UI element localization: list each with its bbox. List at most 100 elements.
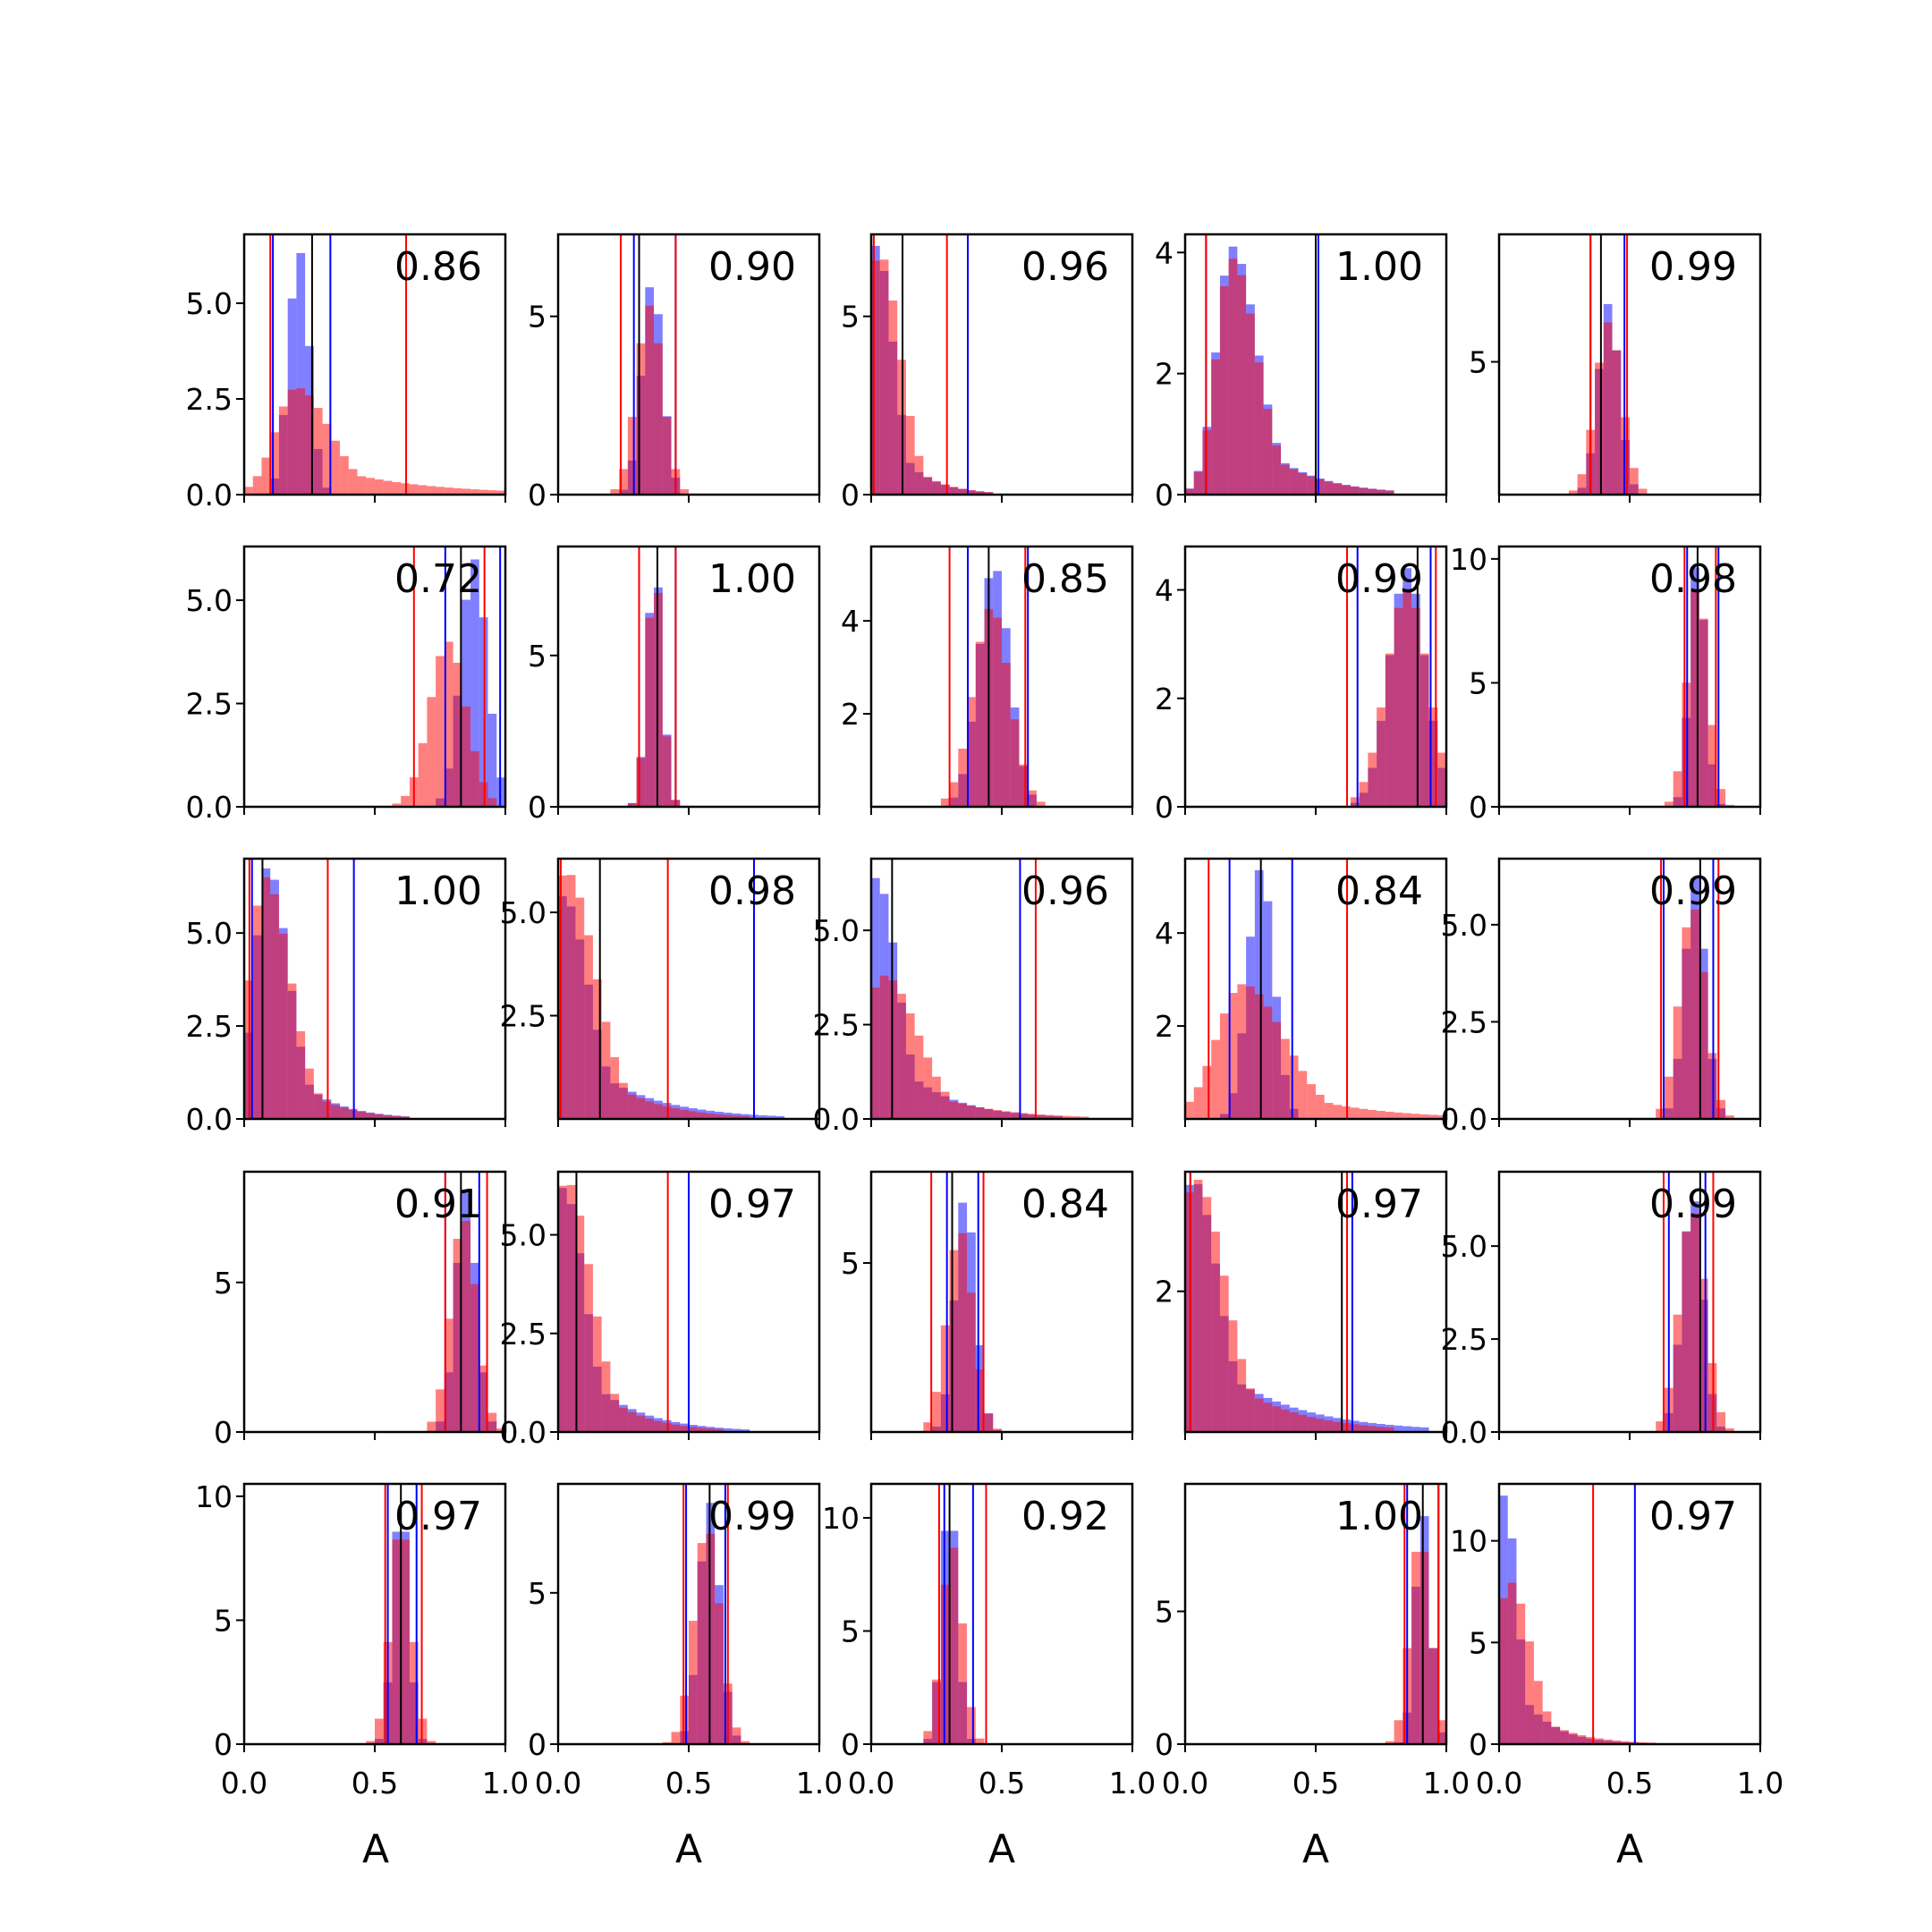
- red-bar: [1350, 797, 1360, 807]
- x-axis-label-col-2: A: [675, 1826, 702, 1872]
- y-tick-label: 10: [1450, 1524, 1487, 1559]
- blue-bar: [1419, 1427, 1429, 1432]
- red-bar: [1316, 1419, 1325, 1432]
- x-tick-label: 0.0: [848, 1766, 894, 1801]
- red-bar: [1333, 483, 1343, 495]
- red-bar: [993, 617, 1002, 807]
- panel-value-label: 0.91: [394, 1182, 482, 1227]
- red-bar: [1690, 590, 1699, 807]
- y-tick-label: 5: [1469, 1625, 1487, 1660]
- y-tick-label: 0: [1155, 1727, 1174, 1762]
- red-bar: [645, 305, 655, 495]
- red-bar: [905, 416, 915, 495]
- red-bar: [1377, 707, 1385, 807]
- panel-value-label: 0.85: [1021, 556, 1109, 602]
- red-bar: [984, 1413, 994, 1432]
- red-bar: [619, 469, 628, 495]
- red-bar: [680, 1109, 689, 1119]
- red-bar: [584, 1264, 593, 1432]
- red-bar: [1638, 488, 1648, 495]
- red-bar: [1080, 1116, 1089, 1119]
- red-bar: [601, 1021, 611, 1119]
- red-bar: [1237, 1359, 1247, 1432]
- red-bar: [1272, 1021, 1282, 1119]
- x-tick-label: 1.0: [796, 1766, 843, 1801]
- blue-bar: [1411, 1427, 1420, 1432]
- red-bar: [392, 1539, 402, 1744]
- red-bar: [1507, 1582, 1517, 1744]
- y-tick-label: 2.5: [186, 687, 233, 722]
- red-bar: [975, 641, 985, 807]
- red-bar: [340, 1107, 349, 1119]
- red-bar: [436, 1389, 445, 1432]
- red-bar: [1673, 771, 1682, 807]
- red-bar: [1716, 789, 1726, 807]
- red-bar: [287, 983, 297, 1119]
- red-bar: [1612, 350, 1622, 495]
- red-bar: [558, 1185, 567, 1432]
- red-bar: [1028, 790, 1037, 807]
- red-bar: [1725, 1115, 1734, 1119]
- panel-3-1: 0.0 2.5 5.0 1.00: [186, 857, 507, 1137]
- red-bar: [975, 1107, 985, 1119]
- y-tick-label: 0.0: [1441, 1102, 1487, 1137]
- red-bar: [958, 1104, 968, 1119]
- panel-1-5: 50.99: [1469, 233, 1762, 503]
- x-tick-label: 0.0: [1476, 1766, 1522, 1801]
- y-tick-label: 5.0: [1441, 1229, 1487, 1264]
- blue-bar: [487, 713, 497, 807]
- red-bar: [923, 1422, 933, 1432]
- red-bar: [1272, 445, 1282, 495]
- x-tick-label: 0.5: [979, 1766, 1025, 1801]
- red-bar: [470, 750, 479, 807]
- y-tick-label: 5.0: [813, 913, 860, 948]
- red-bar: [305, 394, 314, 495]
- red-bar: [1333, 1421, 1343, 1432]
- y-tick-label: 0.0: [186, 478, 233, 513]
- red-bar: [366, 1741, 375, 1744]
- x-axis-label-col-4: A: [1302, 1826, 1329, 1872]
- red-bar: [1193, 1087, 1203, 1119]
- red-bar: [1211, 1039, 1220, 1119]
- red-bar: [1630, 468, 1639, 495]
- red-bar: [427, 486, 436, 495]
- red-bar: [296, 1030, 306, 1119]
- red-bar: [592, 979, 602, 1119]
- panel-1-2: 050.90: [528, 233, 821, 513]
- red-bar: [715, 1428, 724, 1432]
- x-tick-label: 1.0: [1737, 1766, 1784, 1801]
- red-bar: [566, 875, 576, 1119]
- red-bar: [1019, 764, 1029, 807]
- red-bar: [1359, 782, 1368, 807]
- red-bar: [1002, 662, 1011, 807]
- panel-1-4: 0 2 4 1.00: [1155, 233, 1448, 513]
- panel-value-label: 0.90: [708, 244, 796, 290]
- red-bar: [1307, 1417, 1316, 1432]
- red-bar: [270, 432, 279, 495]
- red-bar: [1428, 1648, 1438, 1744]
- red-bar: [1359, 487, 1368, 495]
- red-bar: [1568, 490, 1578, 495]
- panel-4-2: 0.0 2.5 5.0 0.97: [500, 1170, 821, 1450]
- red-bar: [879, 259, 889, 495]
- blue-bar: [775, 1115, 785, 1119]
- red-bar: [967, 1292, 976, 1432]
- red-bar: [1350, 487, 1360, 495]
- red-bar: [1437, 752, 1446, 807]
- red-bar: [627, 1411, 637, 1432]
- red-bar: [1254, 1398, 1264, 1432]
- y-tick-label: 2.5: [1441, 1004, 1487, 1039]
- y-tick-label: 4: [1155, 573, 1174, 608]
- y-tick-label: 2.5: [1441, 1322, 1487, 1357]
- red-bar: [1419, 1114, 1429, 1119]
- red-bar: [1499, 1597, 1508, 1744]
- red-bar: [1542, 1711, 1552, 1744]
- y-tick-label: 0: [214, 1727, 233, 1762]
- red-bar: [723, 1114, 733, 1119]
- red-bar: [1368, 1109, 1377, 1119]
- x-tick-label: 1.0: [1109, 1766, 1156, 1801]
- red-bar: [1185, 1101, 1194, 1119]
- red-bar: [1612, 1740, 1622, 1744]
- red-bar: [662, 736, 672, 807]
